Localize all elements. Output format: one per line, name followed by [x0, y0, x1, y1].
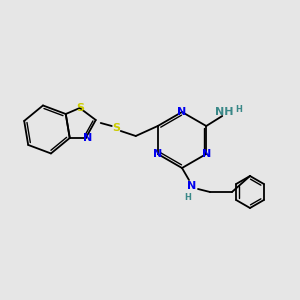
Text: N: N	[83, 133, 92, 143]
Text: S: S	[76, 103, 84, 113]
Text: N: N	[202, 149, 211, 159]
Text: H: H	[184, 193, 191, 202]
Text: NH: NH	[215, 107, 233, 117]
Text: N: N	[188, 181, 196, 191]
Text: S: S	[112, 123, 120, 133]
Text: H: H	[235, 106, 242, 115]
Text: N: N	[177, 107, 187, 117]
Text: N: N	[153, 149, 162, 159]
